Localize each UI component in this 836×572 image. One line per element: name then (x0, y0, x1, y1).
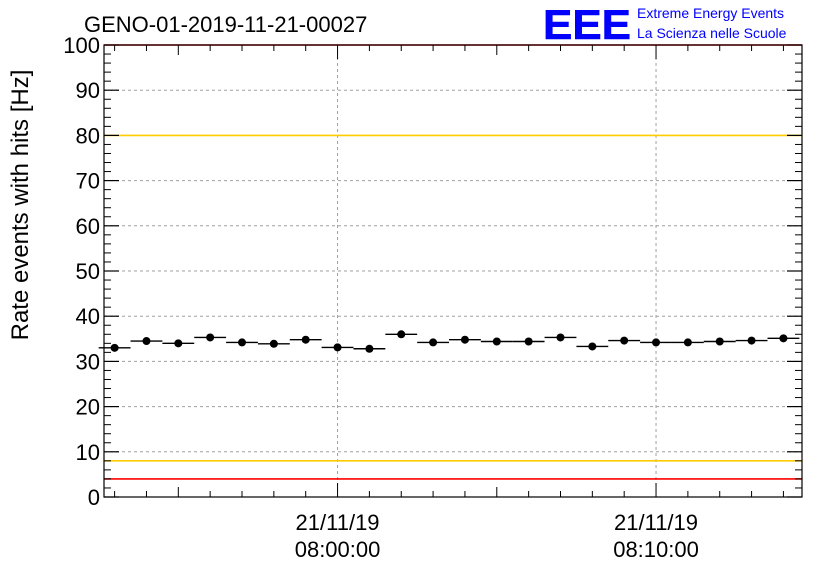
y-tick-label: 50 (76, 259, 100, 284)
data-point (620, 336, 629, 345)
y-tick-label: 40 (76, 304, 100, 329)
data-point (333, 343, 342, 352)
eee-logo: EEE Extreme Energy Events La Scienza nel… (543, 1, 787, 49)
data-point (269, 339, 278, 348)
y-tick-label: 80 (76, 123, 100, 148)
y-tick-label: 90 (76, 78, 100, 103)
data-point (683, 338, 692, 347)
data-point (397, 330, 406, 339)
data-point (365, 344, 374, 353)
data-point (206, 333, 215, 342)
y-axis-label: Rate events with hits [Hz] (7, 70, 34, 341)
chart-title: GENO-01-2019-11-21-00027 (84, 12, 367, 37)
data-layer (98, 330, 800, 353)
data-point (429, 338, 438, 347)
data-point (460, 335, 469, 344)
data-point (174, 339, 183, 348)
y-tick-label: 30 (76, 349, 100, 374)
data-point (556, 333, 565, 342)
logo-mark: EEE (543, 1, 631, 48)
data-point (588, 342, 597, 351)
data-point (715, 337, 724, 346)
x-tick-label-time: 08:10:00 (613, 537, 699, 562)
logo-line-1: Extreme Energy Events (637, 5, 784, 21)
y-tick-label: 0 (88, 485, 100, 510)
data-point (492, 337, 501, 346)
data-point (779, 334, 788, 343)
y-tick-label: 60 (76, 214, 100, 239)
data-point (301, 335, 310, 344)
logo-line-2: La Scienza nelle Scuole (637, 25, 787, 41)
y-tick-label: 20 (76, 395, 100, 420)
data-point (142, 337, 151, 346)
data-point (747, 336, 756, 345)
x-tick-label-time: 08:00:00 (295, 537, 381, 562)
y-tick-label: 10 (76, 440, 100, 465)
data-point (524, 337, 533, 346)
x-tick-label-date: 21/11/19 (614, 510, 698, 535)
y-tick-label: 70 (76, 169, 100, 194)
data-point (110, 343, 119, 352)
data-point (652, 338, 661, 347)
y-tick-label: 100 (63, 33, 100, 58)
axis-layer: 010203040506070809010021/11/1908:00:0021… (63, 33, 802, 562)
x-tick-label-date: 21/11/19 (296, 510, 380, 535)
data-point (238, 338, 247, 347)
